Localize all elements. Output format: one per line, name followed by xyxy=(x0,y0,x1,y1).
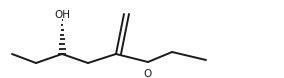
Text: O: O xyxy=(144,69,152,78)
Text: OH: OH xyxy=(54,10,70,20)
